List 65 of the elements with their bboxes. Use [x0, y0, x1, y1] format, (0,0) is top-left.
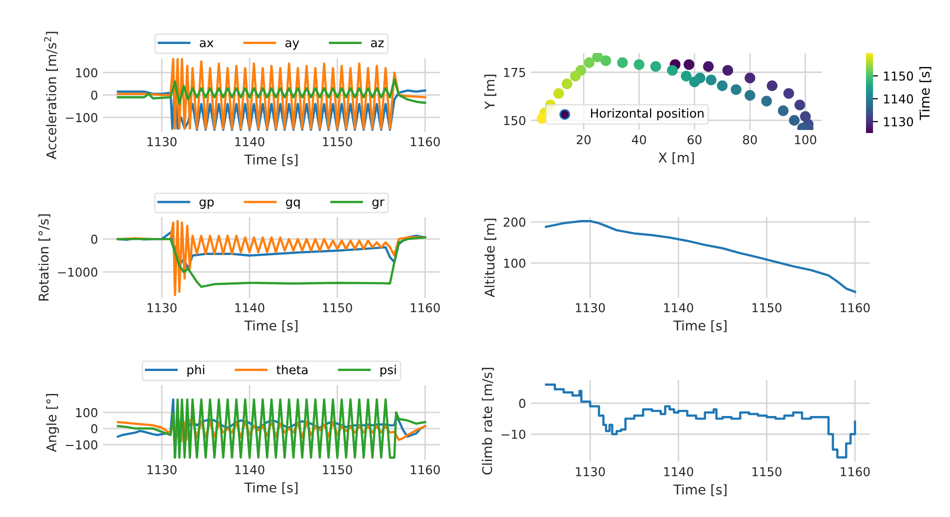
y-tick-label: −1000 — [58, 268, 98, 277]
x-tick-label: 1160 — [410, 465, 440, 474]
y-tick-label: 0 — [91, 90, 98, 100]
color-bar-label: 1130 — [884, 117, 914, 126]
color-bar-title: Time [s] — [919, 67, 932, 120]
legend-label: az — [371, 40, 384, 48]
y-axis-title: Altitude [m] — [484, 218, 496, 298]
y-tick-label: −100 — [66, 112, 98, 122]
y-tick-label: −10 — [502, 430, 526, 439]
color-bar-label: 1140 — [884, 94, 914, 104]
x-tick-label: 1130 — [148, 137, 177, 146]
legend-label: ax — [200, 40, 214, 48]
x-axis-title: Time [s] — [244, 154, 298, 166]
x-tick-label: 40 — [632, 135, 646, 144]
x-tick-label: 1140 — [664, 303, 694, 312]
legend-label: ay — [285, 40, 300, 50]
x-tick-label: 1160 — [840, 303, 870, 312]
x-tick-label: 1160 — [410, 137, 440, 146]
x-tick-label: 1140 — [235, 303, 264, 312]
y-tick-label: 0 — [91, 424, 98, 434]
x-tick-label: 1160 — [840, 467, 870, 476]
y-axis-title: Y [m] — [484, 74, 496, 110]
x-axis-title: Time [s] — [244, 320, 298, 332]
legend-label: gp — [200, 199, 214, 209]
x-tick-label: 1150 — [323, 303, 352, 312]
y-axis-title: Angle [°] — [46, 394, 60, 452]
legend-label: psi — [380, 364, 396, 377]
y-tick-label: 150 — [504, 116, 526, 126]
y-tick-label: 0 — [91, 234, 98, 244]
legend-label: gr — [372, 199, 384, 209]
legend-label: gq — [286, 199, 300, 209]
x-tick-label: 1130 — [148, 465, 177, 474]
x-tick-label: 20 — [576, 135, 591, 144]
x-tick-label: 1160 — [410, 303, 440, 312]
x-axis-title: Time [s] — [244, 482, 298, 494]
y-tick-label: 100 — [504, 258, 526, 268]
y-axis-title: Climb rate [m/s] — [482, 368, 494, 475]
x-tick-label: 1150 — [752, 467, 782, 476]
x-tick-label: 1150 — [323, 465, 352, 474]
x-tick-label: 80 — [742, 135, 757, 144]
legend-label: theta — [276, 364, 308, 374]
y-tick-label: 0 — [519, 398, 526, 408]
y-tick-label: 100 — [76, 68, 98, 78]
y-tick-label: 100 — [76, 408, 98, 418]
legend-label: phi — [188, 364, 204, 377]
color-bar-label: 1150 — [884, 71, 914, 81]
x-tick-label: 1130 — [148, 303, 177, 312]
x-tick-label: 1150 — [752, 303, 782, 312]
y-axis-title: Acceleration [m/s$^{2}$] — [44, 32, 58, 160]
legend-label: Horizontal position — [591, 108, 704, 120]
x-tick-label: 1140 — [664, 467, 694, 476]
x-tick-label: 1130 — [576, 467, 605, 476]
x-tick-label: 1150 — [323, 137, 352, 146]
x-axis-title: Time [s] — [673, 320, 726, 332]
x-axis-title: X [m] — [658, 152, 694, 164]
x-tick-label: 100 — [795, 135, 816, 144]
x-tick-label: 1140 — [235, 137, 264, 146]
y-tick-label: 175 — [504, 68, 526, 78]
y-axis-title: Rotation [°/s] — [38, 214, 50, 300]
x-tick-label: 60 — [688, 135, 702, 144]
y-tick-label: 200 — [504, 218, 526, 227]
y-tick-label: −100 — [66, 440, 98, 450]
x-axis-title: Time [s] — [673, 484, 726, 496]
x-tick-label: 1140 — [235, 465, 264, 474]
x-tick-label: 1130 — [576, 303, 605, 312]
